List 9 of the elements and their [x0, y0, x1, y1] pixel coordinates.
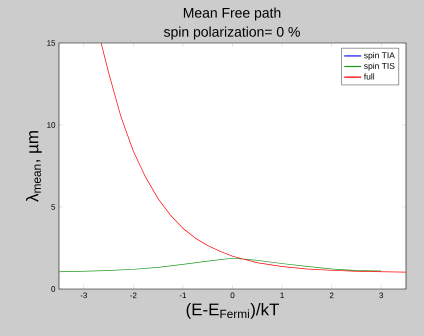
y-axis-title: λ$_{mean}$, µm	[26, 131, 42, 202]
chart-subtitle: spin polarization= 0 %	[164, 26, 300, 40]
legend-label: spin TIS	[364, 62, 394, 71]
legend-label: full	[364, 73, 374, 80]
legend-label: spin TIA	[364, 52, 395, 60]
x-axis-title: (E-E$_{Fermi}$)/kT	[186, 303, 280, 319]
chart-title: Mean Free path	[184, 8, 280, 21]
line-series	[59, 258, 382, 272]
line-series	[100, 42, 406, 272]
